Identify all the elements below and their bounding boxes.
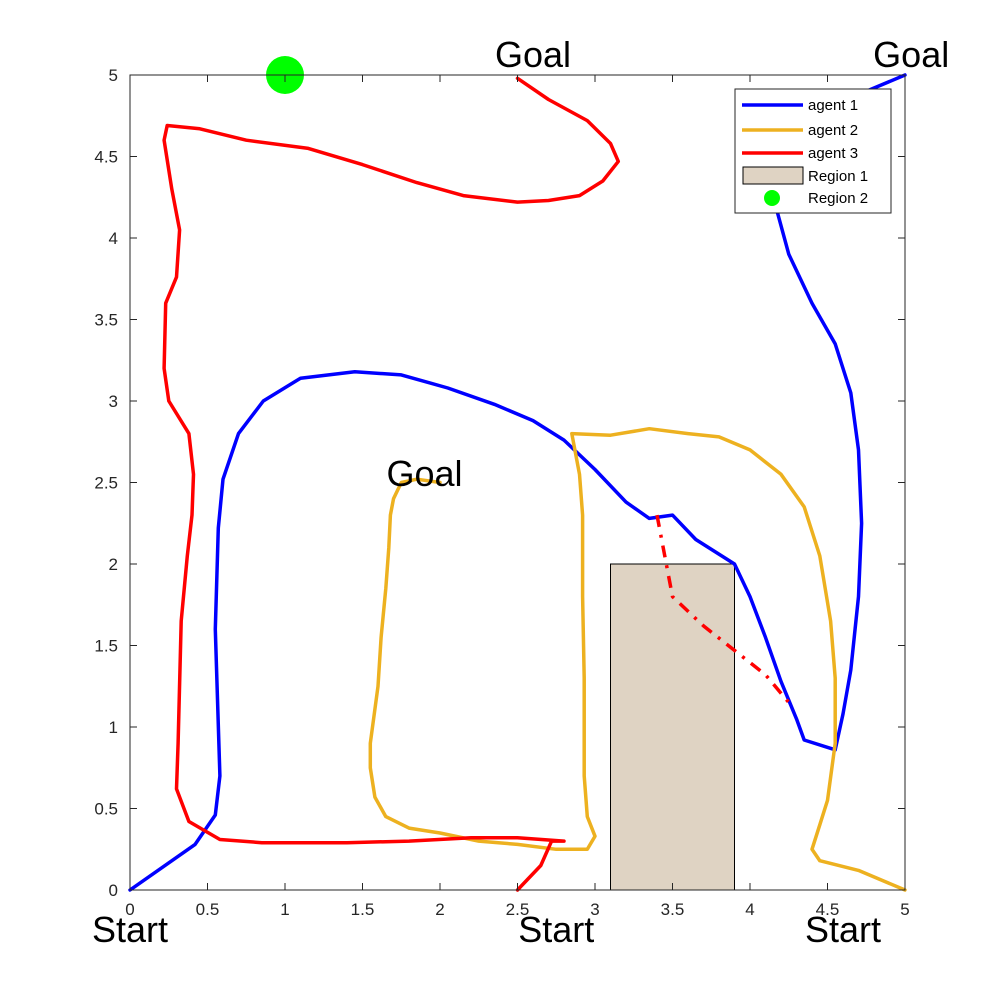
x-tick-label: 0.5 [196, 900, 220, 919]
y-tick-label: 5 [109, 66, 118, 85]
x-tick-label: 4 [745, 900, 754, 919]
y-tick-label: 1.5 [94, 637, 118, 656]
region-region-1 [610, 563, 735, 891]
y-tick-label: 1 [109, 718, 118, 737]
x-tick-label: 1.5 [351, 900, 375, 919]
series-line-agent-1 [128, 73, 907, 892]
y-tick-label: 3.5 [94, 311, 118, 330]
legend-label-agent-2: agent 2 [808, 122, 858, 139]
annotation-start: Start [518, 909, 594, 950]
y-tick-label: 0 [109, 881, 118, 900]
y-tick-label: 4.5 [94, 148, 118, 167]
legend: agent 1 agent 2 agent 3 Region 1 Region … [734, 88, 892, 214]
annotation-goal: Goal [386, 453, 462, 494]
legend-label-region-1: Region 1 [808, 168, 868, 185]
y-tick-label: 3 [109, 392, 118, 411]
y-tick-label: 2.5 [94, 474, 118, 493]
legend-label-agent-1: agent 1 [808, 97, 858, 114]
x-tick-label: 3.5 [661, 900, 685, 919]
y-tick-label: 4 [109, 229, 118, 248]
x-tick-label: 1 [280, 900, 289, 919]
series-line-agent-2 [368, 426, 907, 892]
annotation-goal: Goal [495, 34, 571, 75]
annotation-start: Start [92, 909, 168, 950]
x-tick-label: 2 [435, 900, 444, 919]
regions [610, 563, 735, 891]
annotation-goal: Goal [873, 34, 949, 75]
annotation-start: Start [805, 909, 881, 950]
series-line-dashed-3 [655, 514, 791, 704]
x-tick-label: 0 [125, 900, 134, 919]
axis-ticks: 0 0.5 1 1.5 2 2.5 3 3.5 4 4.5 5 0 0.5 1 1.5 2 2.5 3 3.5 4 4.… [94, 66, 909, 919]
y-tick-label: 2 [109, 555, 118, 574]
x-tick-label: 3 [590, 900, 599, 919]
legend-box [734, 88, 892, 214]
series-lines [128, 56, 907, 892]
x-tick-label: 4.5 [816, 900, 840, 919]
x-tick-label: 5 [900, 900, 909, 919]
legend-label-agent-3: agent 3 [808, 145, 858, 162]
y-tick-label: 0.5 [94, 800, 118, 819]
series-line-agent-3 [162, 76, 621, 892]
legend-swatch-region-1 [742, 166, 804, 185]
annotations: Start Start Start Goal Goal Goal [92, 34, 949, 950]
legend-swatch-region-2 [764, 190, 780, 206]
x-tick-label: 2.5 [506, 900, 530, 919]
legend-label-region-2: Region 2 [808, 190, 868, 207]
